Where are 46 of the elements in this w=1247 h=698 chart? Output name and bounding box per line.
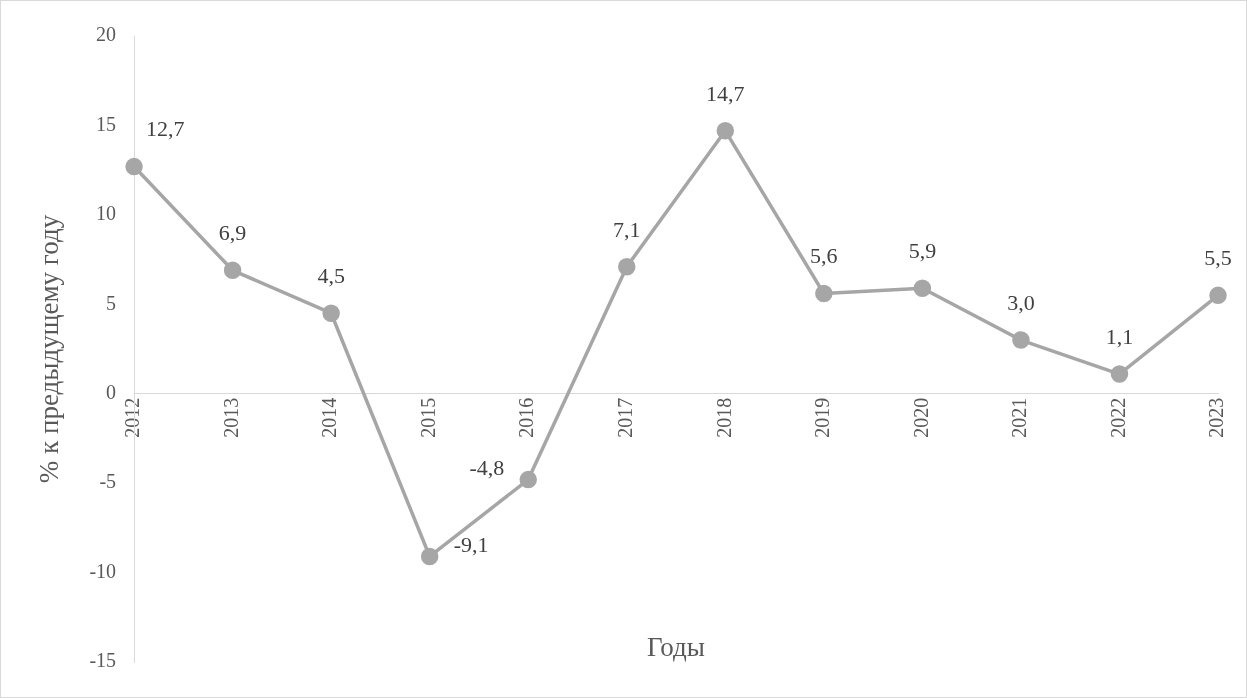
y-tick-label: -5 bbox=[99, 470, 117, 493]
point bbox=[125, 157, 143, 176]
x-tick-label: 2021 bbox=[1008, 397, 1031, 438]
x-tick-label: 2013 bbox=[219, 397, 242, 438]
point bbox=[322, 304, 340, 322]
point bbox=[1012, 331, 1030, 349]
point bbox=[1110, 365, 1129, 383]
point bbox=[420, 547, 439, 566]
x-tick-label: 2012 bbox=[121, 397, 144, 438]
data-label: -9,1 bbox=[453, 532, 489, 558]
point bbox=[223, 261, 242, 280]
x-tick-label: 2022 bbox=[1106, 397, 1129, 438]
data-label: 3,0 bbox=[1007, 289, 1035, 315]
data-label: 5,9 bbox=[908, 237, 937, 263]
point bbox=[815, 284, 833, 303]
data-label: 6,9 bbox=[218, 220, 247, 246]
data-label: 5,5 bbox=[1204, 245, 1232, 271]
x-axis-title: Годы bbox=[647, 632, 705, 663]
y-tick-label: 15 bbox=[96, 112, 117, 135]
x-tick-label: 2018 bbox=[712, 397, 735, 438]
x-tick-label: 2023 bbox=[1205, 397, 1228, 438]
x-tick-label: 2019 bbox=[811, 397, 834, 438]
x-tick-label: 2020 bbox=[909, 397, 932, 438]
y-tick-label: 10 bbox=[96, 202, 117, 225]
data-label: -4,8 bbox=[469, 455, 505, 481]
data-label: 1,1 bbox=[1105, 323, 1134, 349]
data-label: 5,6 bbox=[810, 243, 838, 269]
x-tick-label: 2014 bbox=[318, 397, 341, 438]
data-label: 7,1 bbox=[613, 216, 641, 242]
point bbox=[618, 257, 636, 276]
y-axis-title: % к предыдущему году bbox=[34, 214, 65, 484]
x-tick-label: 2015 bbox=[416, 397, 439, 438]
point bbox=[1209, 286, 1227, 305]
y-tick-label: -15 bbox=[89, 649, 117, 672]
y-tick-label: 0 bbox=[106, 380, 117, 403]
point bbox=[519, 470, 537, 489]
y-tick-label: 20 bbox=[96, 23, 117, 46]
data-label: 4,5 bbox=[317, 263, 345, 289]
data-label: 14,7 bbox=[706, 80, 745, 106]
x-tick-label: 2017 bbox=[614, 397, 637, 438]
point bbox=[716, 122, 735, 140]
point bbox=[913, 279, 932, 297]
x-tick-label: 2016 bbox=[515, 397, 538, 438]
y-tick-label: 5 bbox=[106, 291, 117, 314]
data-label: 12,7 bbox=[146, 116, 185, 142]
y-tick-label: -10 bbox=[89, 559, 117, 582]
